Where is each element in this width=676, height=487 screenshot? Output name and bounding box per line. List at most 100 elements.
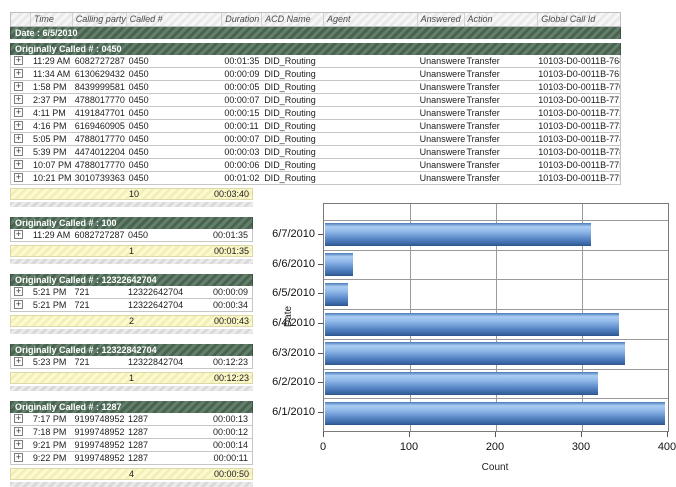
expand-icon[interactable]: + — [14, 172, 23, 182]
summary-spacer — [11, 469, 31, 479]
row-cell: Transfer — [466, 121, 500, 131]
row-cell: DID_Routing — [264, 108, 316, 118]
row-cell — [324, 68, 418, 80]
row-cell: 1:58 PM — [32, 82, 67, 92]
call-group: Originally Called # : 12322642704 +5:21 P… — [10, 274, 621, 334]
row-cell: 00:00:13 — [212, 414, 248, 424]
row-cell: 10:07 PM — [32, 160, 72, 170]
row-cell: 3010739363 — [74, 173, 125, 183]
row-cell: 00:01:35 — [224, 56, 260, 66]
gridline-horizontal — [324, 250, 668, 251]
column-header: Duration — [222, 13, 263, 26]
expand-column-header — [11, 13, 31, 26]
expand-icon[interactable]: + — [14, 120, 23, 130]
row-cell: 00:01:02 — [224, 173, 260, 183]
row-cell: 10103-D0-0011B-773 — [538, 121, 620, 131]
row-cell: 00:00:09 — [212, 287, 248, 297]
row-cell: Unanswered — [419, 173, 465, 183]
expand-icon[interactable]: + — [14, 159, 23, 169]
y-axis-tick — [318, 234, 323, 235]
row-cell: 12322842704 — [128, 357, 184, 367]
call-group: Originally Called # : 100 +11:29 AM 608272… — [10, 217, 621, 264]
row-cell: 9199748952 — [74, 440, 125, 450]
x-axis-tick — [323, 432, 324, 437]
column-header: Answered — [418, 13, 465, 26]
expand-icon[interactable]: + — [14, 146, 23, 156]
expand-icon[interactable]: + — [14, 299, 23, 309]
summary-duration: 00:12:23 — [213, 373, 249, 383]
row-cell: 0450 — [128, 230, 149, 240]
date-group-header: Date : 6/5/2010 — [10, 27, 621, 39]
group-footer-strip — [10, 202, 253, 207]
row-cell: 10103-D0-0011B-772 — [538, 108, 620, 118]
row-cell: 4474012204 — [74, 147, 125, 157]
summary-count: 1 — [129, 246, 135, 256]
row-cell: + — [11, 452, 31, 464]
expand-icon[interactable]: + — [14, 452, 23, 462]
group-header: Originally Called # : 1287 — [10, 401, 253, 413]
table-row: +5:21 PM 721 12322642704 00:00:09 — [10, 286, 253, 299]
row-cell: Transfer — [466, 108, 500, 118]
y-axis-tick — [318, 353, 323, 354]
row-cell: + — [11, 356, 31, 368]
row-cell: 0450 — [128, 121, 149, 131]
expand-icon[interactable]: + — [14, 356, 23, 366]
chart-plot-area — [323, 203, 669, 432]
expand-icon[interactable]: + — [14, 413, 23, 423]
column-header: Time — [31, 13, 73, 26]
row-cell: 00:00:11 — [213, 453, 248, 463]
expand-icon[interactable]: + — [14, 94, 23, 104]
row-cell: Transfer — [466, 160, 500, 170]
row-cell: + — [11, 55, 31, 67]
y-axis-tick-label: 6/7/2010 — [272, 228, 315, 240]
summary-count: 2 — [129, 316, 135, 326]
row-cell: 4788017770 — [74, 134, 125, 144]
row-cell: + — [11, 94, 31, 106]
group-summary-row: 2 00:00:43 — [10, 315, 253, 327]
row-cell: 8439999581 — [74, 82, 125, 92]
summary-spacer — [31, 469, 73, 479]
group-summary-row: 4 00:00:50 — [10, 468, 253, 480]
chart-bar — [325, 253, 353, 276]
y-axis-tick — [318, 264, 323, 265]
expand-icon[interactable]: + — [14, 68, 23, 78]
group-summary-row: 1 00:12:23 — [10, 372, 253, 384]
row-cell: 4788017770 — [74, 95, 125, 105]
row-cell — [324, 172, 418, 184]
expand-icon[interactable]: + — [14, 286, 23, 296]
expand-icon[interactable]: + — [14, 229, 23, 239]
row-cell: DID_Routing — [264, 95, 316, 105]
expand-icon[interactable]: + — [14, 426, 23, 436]
x-axis-tick-label: 300 — [571, 441, 591, 453]
y-axis-tick-label: 6/1/2010 — [272, 406, 315, 418]
expand-icon[interactable]: + — [14, 107, 23, 117]
row-cell: + — [11, 426, 31, 438]
row-cell: 5:23 PM — [32, 357, 67, 367]
summary-count: 10 — [129, 189, 140, 199]
column-header: Calling party # — [73, 13, 127, 26]
x-axis-tick-label: 200 — [485, 441, 505, 453]
expand-icon[interactable]: + — [14, 133, 23, 143]
row-cell: 6169460905 — [74, 121, 125, 131]
row-cell: Transfer — [466, 134, 500, 144]
table-row: +7:17 PM 9199748952 1287 00:00:13 — [10, 413, 253, 426]
summary-spacer — [72, 373, 126, 383]
row-cell: + — [11, 439, 31, 451]
gridline-horizontal — [324, 369, 668, 370]
row-cell: DID_Routing — [264, 173, 316, 183]
y-axis-tick — [318, 293, 323, 294]
expand-icon[interactable]: + — [14, 439, 23, 449]
call-group: Originally Called # : 12322842704 +5:23 P… — [10, 344, 621, 391]
row-cell — [324, 55, 418, 67]
group-summary-row: 10 00:03:40 — [10, 188, 253, 200]
row-cell: 10103-D0-0011B-76F — [538, 69, 620, 79]
expand-icon[interactable]: + — [14, 55, 23, 65]
expand-icon[interactable]: + — [14, 81, 23, 91]
x-axis-tick — [581, 432, 582, 437]
row-cell: 00:00:06 — [224, 160, 260, 170]
row-cell: 10103-D0-0011B-771 — [538, 95, 620, 105]
summary-spacer — [31, 246, 73, 256]
row-cell: 00:00:07 — [224, 95, 260, 105]
chart-bar — [325, 372, 598, 395]
